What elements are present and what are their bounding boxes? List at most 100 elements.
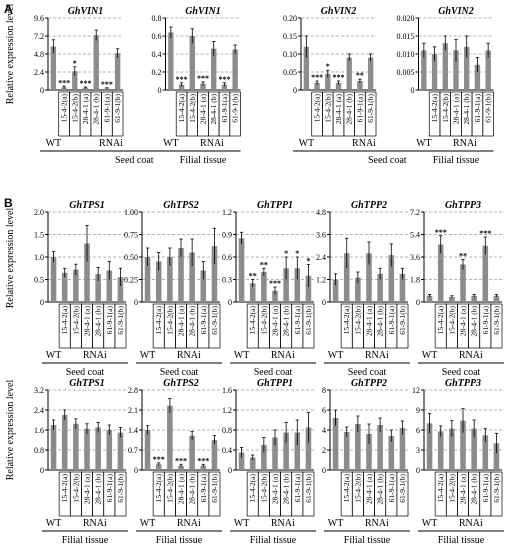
y-tick-label: 1.2 bbox=[222, 406, 232, 415]
category-label: 15-4-2(a) bbox=[248, 474, 257, 503]
group-label-rnai: RNAi bbox=[459, 350, 483, 361]
tissue-label-filial: Filial tissue bbox=[156, 535, 203, 546]
category-label: 28-4-1 (a) bbox=[177, 474, 186, 505]
significance-marker: *** bbox=[197, 456, 209, 465]
bar bbox=[335, 82, 342, 90]
bar bbox=[314, 82, 320, 90]
chart-title: GhTPP1 bbox=[257, 378, 293, 389]
category-label: 61-9-1(b) bbox=[492, 306, 501, 335]
bar bbox=[167, 257, 173, 302]
category-label: 15-4-2(a) bbox=[154, 474, 163, 503]
bar bbox=[482, 245, 489, 302]
category-label: 61-9-1(b) bbox=[304, 306, 313, 335]
category-box bbox=[490, 303, 503, 349]
category-label: 28-4-1 (b) bbox=[345, 94, 354, 125]
bar bbox=[261, 272, 267, 302]
y-tick-label: 0 bbox=[134, 298, 138, 307]
category-box bbox=[229, 91, 241, 137]
category-label: 28-4-1 (b) bbox=[462, 94, 471, 125]
significance-marker: *** bbox=[479, 229, 491, 238]
y-tick-label: 0.8 bbox=[152, 14, 162, 23]
category-label: 28-4-1 (b) bbox=[92, 94, 101, 125]
bar bbox=[50, 46, 57, 90]
y-tick-label: 2.0 bbox=[34, 208, 44, 217]
chart-ghtps2-seed: GhTPS2 0 0.25 0.50 0.75 1.00 15-4-2(a) 15-4-2(b… bbox=[124, 200, 222, 378]
y-tick-label: 0.020 bbox=[397, 14, 415, 23]
group-label-rnai: RNAi bbox=[459, 518, 483, 529]
category-label: 15-4-2(b) bbox=[70, 94, 79, 123]
category-label: 15-4-2(a) bbox=[342, 306, 351, 335]
y-tick-label: 0 bbox=[228, 466, 232, 475]
category-label: 61-9-1(b) bbox=[113, 94, 122, 123]
category-label: 28-4-1 (a) bbox=[452, 94, 461, 125]
bar bbox=[437, 431, 444, 470]
y-tick-label: 0.6 bbox=[152, 32, 162, 41]
significance-marker: *** bbox=[311, 73, 323, 82]
bar bbox=[471, 428, 477, 470]
bar bbox=[238, 238, 245, 302]
significance-marker: *** bbox=[176, 75, 188, 84]
y-tick-label: 1.8 bbox=[410, 276, 420, 285]
y-tick-label: 9 bbox=[416, 406, 420, 415]
category-label: 61-9-1(b) bbox=[484, 94, 493, 123]
chart-ghvin1-seed: GhVIN1 0 2.4 4.8 7.2 9.6 *** 15-4-2(a) * 15-4-2(b… bbox=[34, 6, 229, 166]
category-label: 15-4-2(a) bbox=[248, 306, 257, 335]
bar bbox=[294, 268, 301, 302]
significance-marker: *** bbox=[218, 75, 230, 84]
group-label-wt: WT bbox=[328, 518, 344, 529]
significance-marker: ** bbox=[459, 252, 467, 261]
bar bbox=[426, 295, 433, 302]
bar bbox=[117, 432, 124, 470]
bar bbox=[211, 48, 217, 90]
y-tick-label: 0 bbox=[158, 86, 162, 95]
bar bbox=[117, 277, 124, 302]
y-tick-label: 0.8 bbox=[34, 446, 44, 455]
significance-marker: *** bbox=[153, 455, 165, 464]
y-tick-label: 1.2 bbox=[316, 276, 326, 285]
bar bbox=[272, 437, 278, 470]
category-box bbox=[396, 471, 409, 517]
bar bbox=[114, 53, 121, 90]
category-label: 61-9-1(b) bbox=[210, 306, 219, 335]
bar bbox=[261, 445, 267, 470]
bar bbox=[357, 81, 363, 90]
bar bbox=[431, 54, 438, 90]
category-label: 61-9-1(a) bbox=[293, 474, 302, 503]
chart-ghtpp3-seed: GhTPP3 0 1.8 3.6 5.4 7.2 *** 15-4-2(a) 15-4-2(b)… bbox=[410, 200, 504, 378]
chart-title: GhTPP1 bbox=[257, 200, 293, 211]
bar bbox=[61, 87, 67, 90]
chart-title: GhTPS2 bbox=[163, 378, 199, 389]
bar bbox=[294, 432, 301, 470]
category-label: 61-9-1(a) bbox=[355, 94, 364, 123]
chart-ghtpp1-seed: GhTPP100.30.60.91.2**15-4-2(a)**15-4-2(b… bbox=[222, 200, 316, 378]
y-tick-label: 0 bbox=[40, 466, 44, 475]
y-tick-label: 6 bbox=[416, 426, 420, 435]
category-label: 61-9-1(a) bbox=[473, 94, 482, 123]
bar bbox=[178, 84, 185, 90]
category-label: 28-4-1 (a) bbox=[365, 306, 374, 337]
category-label: 28-4-1 (b) bbox=[282, 306, 291, 337]
bar bbox=[189, 252, 195, 302]
y-tick-label: 0.005 bbox=[397, 68, 415, 77]
group-label-wt: WT bbox=[416, 138, 432, 149]
chart-ghtpp3-filial: GhTPP3 0 3 6 9 12 15-4-2(a) 15-4-2(b) 28-4-1 (a)… bbox=[412, 378, 504, 546]
bar bbox=[106, 430, 113, 470]
significance-marker: *** bbox=[435, 228, 447, 237]
category-label: 28-4-1 (b) bbox=[376, 306, 385, 337]
bar bbox=[442, 43, 448, 90]
tissue-label-filial: Filial tissue bbox=[344, 535, 391, 546]
y-tick-label: 0 bbox=[322, 298, 326, 307]
bar bbox=[332, 418, 339, 470]
y-tick-label: 0.4 bbox=[222, 446, 232, 455]
category-label: 28-4-1 (a) bbox=[334, 94, 343, 125]
bar bbox=[399, 273, 406, 302]
category-label: 15-4-2(b) bbox=[447, 474, 456, 503]
bar bbox=[73, 423, 79, 470]
category-label: 61-9-1(b) bbox=[398, 474, 407, 503]
y-tick-label: 0.2 bbox=[152, 68, 162, 77]
bar bbox=[355, 424, 361, 470]
